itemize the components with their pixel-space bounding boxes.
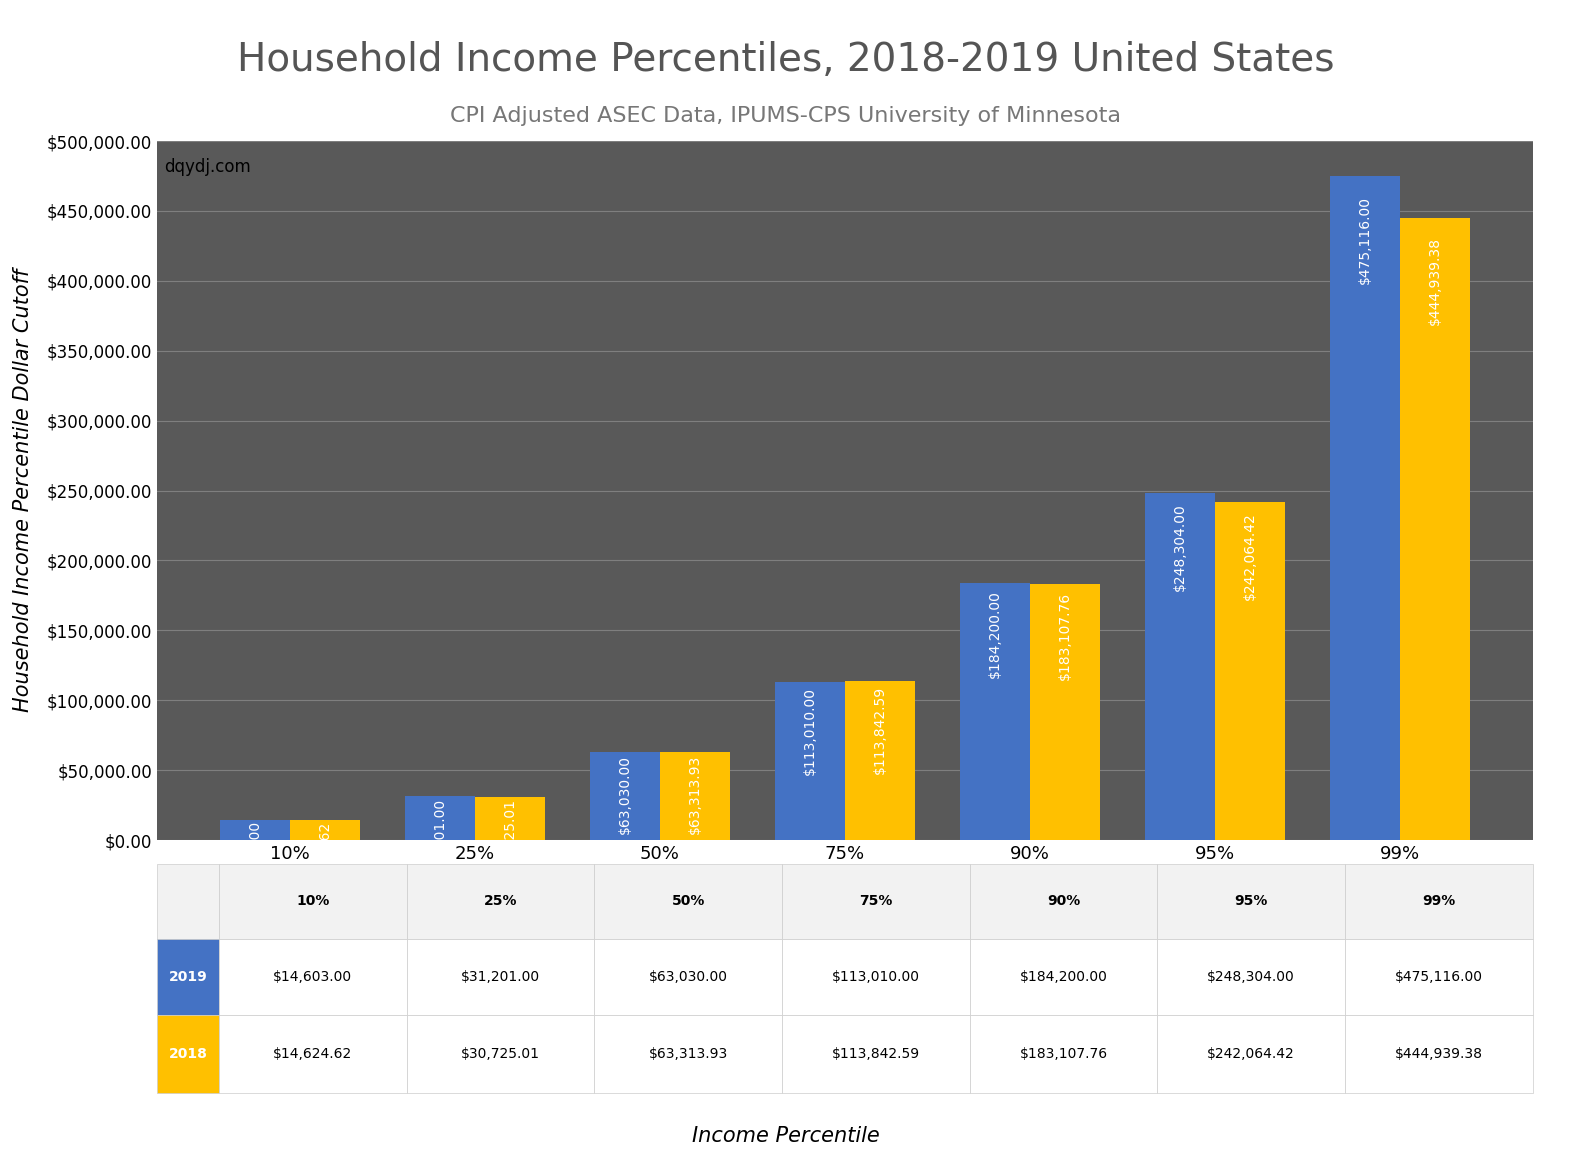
Bar xyxy=(594,939,783,1015)
Bar xyxy=(970,864,1157,939)
Text: $14,603.00: $14,603.00 xyxy=(248,820,263,899)
Y-axis label: Household Income Percentile Dollar Cutoff: Household Income Percentile Dollar Cutof… xyxy=(13,269,33,712)
Text: $242,064.42: $242,064.42 xyxy=(1243,512,1258,599)
Bar xyxy=(594,1015,783,1093)
Text: $31,201.00: $31,201.00 xyxy=(432,798,446,877)
Bar xyxy=(970,1015,1157,1093)
Text: Household Income Percentiles, 2018-2019 United States: Household Income Percentiles, 2018-2019 … xyxy=(237,41,1335,79)
Bar xyxy=(1157,939,1346,1015)
Bar xyxy=(407,864,594,939)
Bar xyxy=(959,583,1030,840)
Bar xyxy=(1346,1015,1533,1093)
Bar xyxy=(594,864,783,939)
Text: $30,725.01: $30,725.01 xyxy=(503,799,517,878)
Bar xyxy=(157,1015,219,1093)
Text: $63,030.00: $63,030.00 xyxy=(649,971,728,983)
Bar xyxy=(407,1015,594,1093)
Text: $31,201.00: $31,201.00 xyxy=(461,971,541,983)
Text: $113,842.59: $113,842.59 xyxy=(832,1047,920,1061)
Text: $444,939.38: $444,939.38 xyxy=(1427,236,1442,324)
Bar xyxy=(783,1015,970,1093)
Text: $14,603.00: $14,603.00 xyxy=(274,971,352,983)
Bar xyxy=(1401,219,1470,840)
Bar xyxy=(1215,502,1286,840)
Text: $184,200.00: $184,200.00 xyxy=(1020,971,1108,983)
Text: $184,200.00: $184,200.00 xyxy=(987,590,1001,678)
Bar xyxy=(1144,494,1215,840)
Text: $14,624.62: $14,624.62 xyxy=(318,820,332,900)
Bar xyxy=(1157,864,1346,939)
Bar xyxy=(160,959,185,995)
Bar xyxy=(1157,1015,1346,1093)
Bar xyxy=(775,683,846,840)
Bar xyxy=(219,939,407,1015)
Bar xyxy=(220,820,289,840)
Bar xyxy=(660,752,731,840)
Text: $475,116.00: $475,116.00 xyxy=(1394,971,1482,983)
Text: $14,624.62: $14,624.62 xyxy=(274,1047,352,1061)
Bar xyxy=(404,797,475,840)
Bar xyxy=(1346,939,1533,1015)
Text: $63,030.00: $63,030.00 xyxy=(618,754,632,833)
Bar xyxy=(219,864,407,939)
Text: dqydj.com: dqydj.com xyxy=(163,159,252,176)
Bar xyxy=(846,682,915,840)
Text: $113,010.00: $113,010.00 xyxy=(803,687,817,774)
Bar xyxy=(970,939,1157,1015)
Text: 2018: 2018 xyxy=(168,1047,208,1061)
Bar xyxy=(1346,864,1533,939)
Text: $183,107.76: $183,107.76 xyxy=(1020,1047,1108,1061)
Bar xyxy=(1030,584,1100,840)
Bar xyxy=(783,864,970,939)
Text: 2019: 2019 xyxy=(168,971,208,983)
Text: $242,064.42: $242,064.42 xyxy=(1207,1047,1295,1061)
Text: $113,842.59: $113,842.59 xyxy=(872,686,887,774)
Text: $248,304.00: $248,304.00 xyxy=(1207,971,1295,983)
Text: 95%: 95% xyxy=(1234,894,1269,908)
Text: 50%: 50% xyxy=(671,894,704,908)
Text: $30,725.01: $30,725.01 xyxy=(461,1047,541,1061)
Bar xyxy=(1330,176,1401,840)
Bar xyxy=(783,939,970,1015)
Bar xyxy=(475,797,545,840)
Bar xyxy=(160,1035,185,1072)
Bar xyxy=(407,939,594,1015)
Bar xyxy=(289,820,360,840)
Bar xyxy=(157,939,219,1015)
Bar xyxy=(157,864,219,939)
Text: 10%: 10% xyxy=(296,894,330,908)
Text: 90%: 90% xyxy=(1047,894,1080,908)
Text: 25%: 25% xyxy=(484,894,517,908)
Text: $63,313.93: $63,313.93 xyxy=(689,754,703,833)
Text: $183,107.76: $183,107.76 xyxy=(1058,592,1072,680)
Text: Income Percentile: Income Percentile xyxy=(692,1126,880,1146)
Text: $63,313.93: $63,313.93 xyxy=(649,1047,728,1061)
Text: 99%: 99% xyxy=(1423,894,1456,908)
Text: $113,010.00: $113,010.00 xyxy=(832,971,920,983)
Bar xyxy=(219,1015,407,1093)
Text: $248,304.00: $248,304.00 xyxy=(1173,503,1187,591)
Text: $444,939.38: $444,939.38 xyxy=(1394,1047,1482,1061)
Text: $475,116.00: $475,116.00 xyxy=(1358,196,1372,283)
Text: 75%: 75% xyxy=(860,894,893,908)
Text: CPI Adjusted ASEC Data, IPUMS-CPS University of Minnesota: CPI Adjusted ASEC Data, IPUMS-CPS Univer… xyxy=(451,106,1121,126)
Bar xyxy=(590,752,660,840)
